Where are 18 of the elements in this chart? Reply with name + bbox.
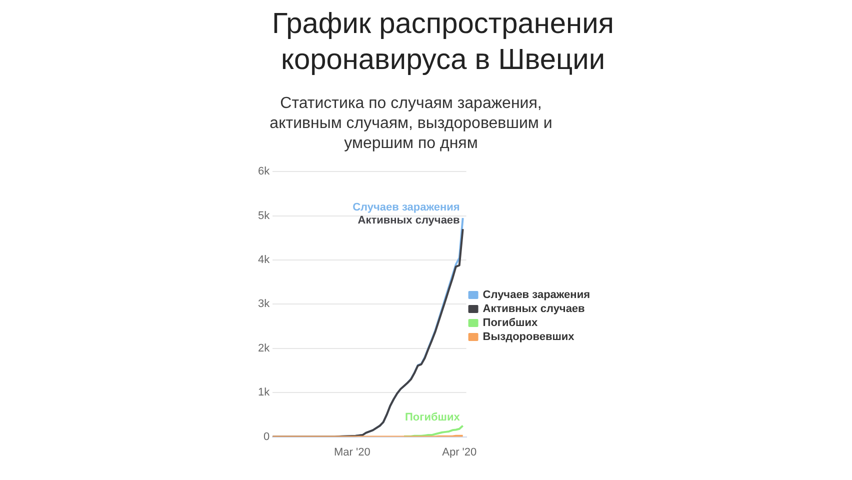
y-tick-label: 2k [258,342,270,354]
y-tick-label: 5k [258,210,270,222]
legend-label: Активных случаев [482,303,586,316]
legend-label: Выздоровевших [482,331,576,344]
x-tick-label: Mar '20 [334,446,370,458]
y-tick-label: 4k [258,254,270,266]
chart-subtitle: Статистика по случаям заражения, активным случаям, выздоровевшим и умершим по дням [268,94,554,154]
annotation: Случаев заражения [352,201,460,214]
chart-title: График распространения коронавируса в Швеции [271,7,615,78]
y-tick-label: 1k [258,386,270,399]
y-tick-label: 6k [258,166,270,178]
annotation: Активных случаев [358,214,460,227]
legend-label: Случаев заражения [482,289,590,302]
annotation: Погибших [405,411,461,424]
x-tick-label: Apr '20 [442,446,477,458]
y-tick-label: 0 [263,430,270,443]
y-tick-label: 3k [258,298,270,310]
legend-label: Погибших [482,317,538,330]
